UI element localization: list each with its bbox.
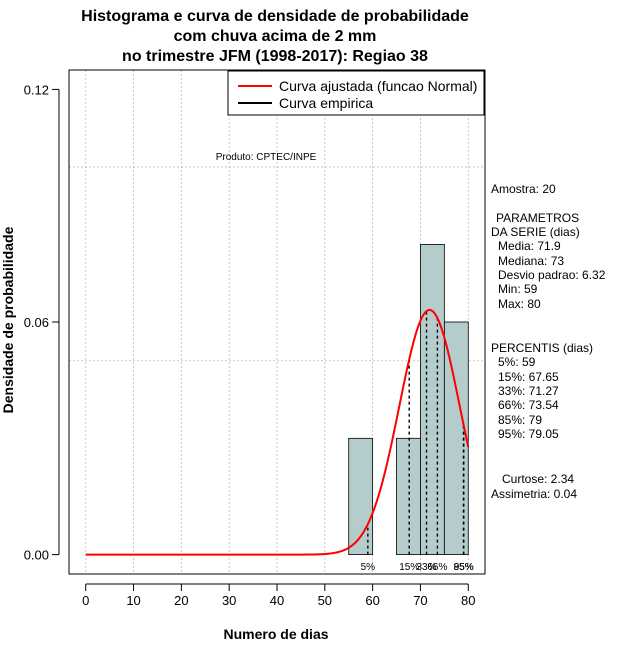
percentile-label: 85%: [453, 562, 473, 573]
x-tick-label: 40: [270, 593, 284, 608]
histogram-bars: [348, 244, 469, 556]
percentiles-heading: PERCENTIS (dias): [491, 341, 593, 355]
param-mean: Media: 71.9: [498, 239, 561, 253]
x-tick-label: 0: [82, 593, 89, 608]
histogram-bar: [443, 321, 469, 556]
y-axis-title: Densidade de probabilidade: [0, 226, 16, 413]
percentile-15: 15%: 67.65: [498, 370, 559, 384]
percentile-66: 66%: 73.54: [498, 398, 559, 412]
chart-title-line-1: Histograma e curva de densidade de proba…: [81, 8, 469, 25]
y-tick-label: 0.06: [24, 315, 49, 330]
skewness: Assimetria: 0.04: [491, 487, 577, 501]
percentile-label: 95%: [454, 562, 474, 573]
percentile-lines: [367, 311, 465, 555]
x-tick-label: 70: [413, 593, 427, 608]
y-tick-label: 0.12: [24, 82, 49, 97]
param-min: Min: 59: [498, 282, 538, 296]
x-tick-label: 20: [174, 593, 188, 608]
percentile-label: 66%: [427, 562, 447, 573]
x-tick-label: 80: [461, 593, 475, 608]
fitted-normal-curve: [85, 308, 470, 556]
y-tick-label: 0.00: [24, 548, 49, 563]
param-max: Max: 80: [498, 297, 541, 311]
axes: 0 10 20 30 40 50 60 70 80 0.00 0.06 0.12: [24, 82, 476, 608]
x-tick-label: 60: [365, 593, 379, 608]
chart-title-line-3: no trimestre JFM (1998-2017): Regiao 38: [122, 48, 428, 65]
x-tick-label: 30: [222, 593, 236, 608]
percentile-95: 95%: 79.05: [498, 427, 559, 441]
legend-box: [227, 70, 485, 116]
statistics-panel: Amostra: 20 PARAMETROS DA SERIE (dias) M…: [491, 182, 606, 501]
percentile-label: 33%: [417, 562, 437, 573]
legend-fitted-label: Curva ajustada (funcao Normal): [279, 78, 477, 94]
chart-title-line-2: com chuva acima de 2 mm: [174, 28, 377, 45]
histogram-bar: [396, 437, 421, 556]
plot-frame: [68, 69, 486, 575]
percentile-label: 5%: [361, 562, 376, 573]
legend-empirical-label: Curva empirica: [279, 95, 373, 111]
x-tick-label: 10: [126, 593, 140, 608]
product-annotation: Produto: CPTEC/INPE: [216, 152, 317, 163]
percentile-label: 15%: [399, 562, 419, 573]
histogram-bar: [420, 244, 445, 556]
percentile-85: 85%: 79: [498, 413, 542, 427]
param-median: Mediana: 73: [498, 254, 564, 268]
x-tick-label: 50: [318, 593, 332, 608]
params-heading-2: DA SERIE (dias): [491, 225, 580, 239]
kurtosis: Curtose: 2.34: [502, 472, 574, 486]
params-heading-1: PARAMETROS: [496, 211, 579, 225]
x-axis-title: Numero de dias: [223, 626, 328, 642]
percentile-5: 5%: 59: [498, 355, 536, 369]
sample-size: Amostra: 20: [491, 182, 556, 196]
curves: [85, 308, 470, 556]
param-stddev: Desvio padrao: 6.32: [498, 268, 606, 282]
percentile-33: 33%: 71.27: [498, 384, 559, 398]
percentile-labels: 5% 15%33%66% 85%95%: [361, 562, 474, 573]
legend: Curva ajustada (funcao Normal) Curva emp…: [227, 70, 485, 116]
